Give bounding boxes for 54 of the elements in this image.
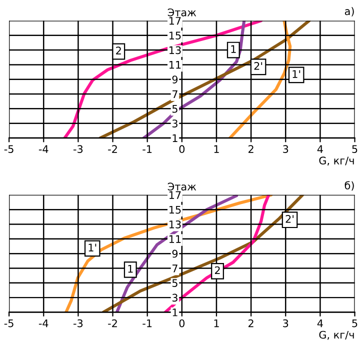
- y-tick-label: 17: [169, 17, 181, 25]
- x-tick-label: 0: [179, 319, 185, 328]
- x-tick-label: -1: [142, 145, 152, 153]
- x-tick-label: 5: [352, 319, 358, 328]
- x-tick-label: -2: [108, 145, 117, 153]
- x-tick-label: -4: [38, 319, 48, 328]
- y-tick-label: 15: [169, 206, 181, 214]
- y-tick-label: 3: [172, 120, 178, 128]
- series-label: 2': [286, 214, 294, 223]
- y-tick-label: 17: [169, 191, 181, 199]
- x-tick-label: -3: [74, 319, 83, 328]
- y-tick-label: 5: [172, 105, 178, 113]
- y-tick-label: 5: [172, 279, 178, 288]
- series-label: 1: [128, 264, 133, 273]
- series-label: 2': [254, 62, 262, 70]
- y-tick-label: 13: [169, 46, 181, 54]
- x-tick-label: -5: [4, 319, 14, 328]
- x-tick-label: -1: [142, 319, 152, 328]
- series-label: 2: [116, 46, 121, 54]
- y-tick-label: 3: [172, 294, 178, 302]
- series-label: 1: [231, 45, 236, 53]
- series-label: 1': [292, 70, 300, 78]
- x-axis-title: G, кг/ч: [319, 156, 354, 166]
- y-tick-label: 9: [172, 76, 178, 84]
- y-axis-title: Этаж: [168, 8, 196, 16]
- x-tick-label: 4: [317, 319, 323, 328]
- x-tick-label: 5: [352, 145, 358, 154]
- y-tick-label: 9: [172, 250, 178, 258]
- x-tick-label: 1: [214, 145, 219, 153]
- x-tick-label: -4: [38, 145, 48, 153]
- x-tick-label: -2: [108, 319, 117, 328]
- x-tick-label: -3: [74, 145, 83, 154]
- x-tick-label: 2: [248, 319, 254, 328]
- x-tick-label: 4: [317, 145, 323, 153]
- y-tick-label: 7: [172, 90, 178, 98]
- x-tick-label: 2: [248, 145, 254, 153]
- x-tick-label: 0: [179, 145, 185, 154]
- x-tick-label: 1: [214, 319, 219, 328]
- chart-title: а): [344, 7, 354, 16]
- x-tick-label: -5: [4, 145, 14, 154]
- series-label: 2: [214, 266, 220, 274]
- series-label: 1': [88, 244, 96, 252]
- y-tick-label: 1: [172, 308, 178, 316]
- chart-title: б): [344, 181, 354, 191]
- y-tick-label: 13: [169, 220, 181, 228]
- y-tick-label: 11: [169, 235, 181, 243]
- y-tick-label: 7: [172, 264, 178, 272]
- y-tick-label: 15: [169, 32, 181, 40]
- x-tick-label: 3: [283, 145, 288, 154]
- y-tick-label: 1: [172, 134, 178, 142]
- x-tick-label: 3: [283, 319, 288, 328]
- y-axis-title: Этаж: [168, 182, 196, 191]
- y-tick-label: 11: [169, 61, 181, 69]
- x-axis-title: G, кг/ч: [319, 330, 354, 340]
